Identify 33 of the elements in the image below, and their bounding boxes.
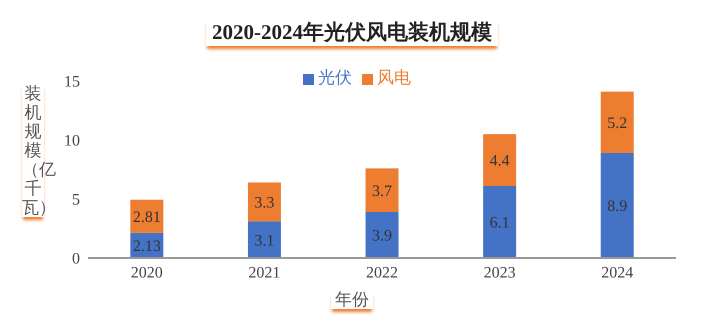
legend-label: 风电 bbox=[377, 68, 411, 87]
y-axis-title: 装机规模（亿千瓦） bbox=[22, 84, 56, 217]
data-label: 3.9 bbox=[372, 228, 392, 245]
data-label: 2.13 bbox=[132, 238, 161, 256]
data-label: 5.2 bbox=[607, 114, 628, 132]
bar bbox=[366, 212, 399, 258]
x-tick-label: 2024 bbox=[601, 264, 634, 282]
data-label: 3.7 bbox=[372, 182, 392, 200]
y-tick-label: 15 bbox=[64, 74, 80, 91]
y-tick-label: 10 bbox=[64, 132, 80, 150]
x-tick-label: 2022 bbox=[366, 264, 398, 282]
bar bbox=[248, 221, 281, 258]
bar bbox=[248, 182, 281, 222]
legend-label: 光伏 bbox=[318, 68, 352, 87]
x-axis-title: 年份 bbox=[331, 290, 373, 309]
data-label: 8.9 bbox=[607, 198, 628, 216]
bar bbox=[130, 200, 164, 233]
data-label: 3.3 bbox=[254, 194, 274, 212]
bar bbox=[600, 92, 634, 153]
x-tick-label: 2021 bbox=[248, 264, 280, 282]
y-tick-label: 5 bbox=[72, 192, 80, 209]
x-tick-label: 2023 bbox=[484, 264, 516, 282]
y-tick-label: 0 bbox=[72, 250, 80, 268]
bar bbox=[366, 168, 399, 212]
chart-title: 2020-2024年光伏风电装机规模 bbox=[206, 18, 498, 46]
x-tick-label: 2020 bbox=[130, 264, 163, 282]
bar bbox=[600, 152, 634, 258]
bar bbox=[483, 186, 516, 258]
data-label: 3.1 bbox=[254, 232, 274, 250]
data-label: 6.1 bbox=[490, 214, 510, 232]
data-label: 4.4 bbox=[490, 152, 510, 170]
bar bbox=[483, 134, 516, 186]
data-label: 2.81 bbox=[132, 208, 161, 226]
